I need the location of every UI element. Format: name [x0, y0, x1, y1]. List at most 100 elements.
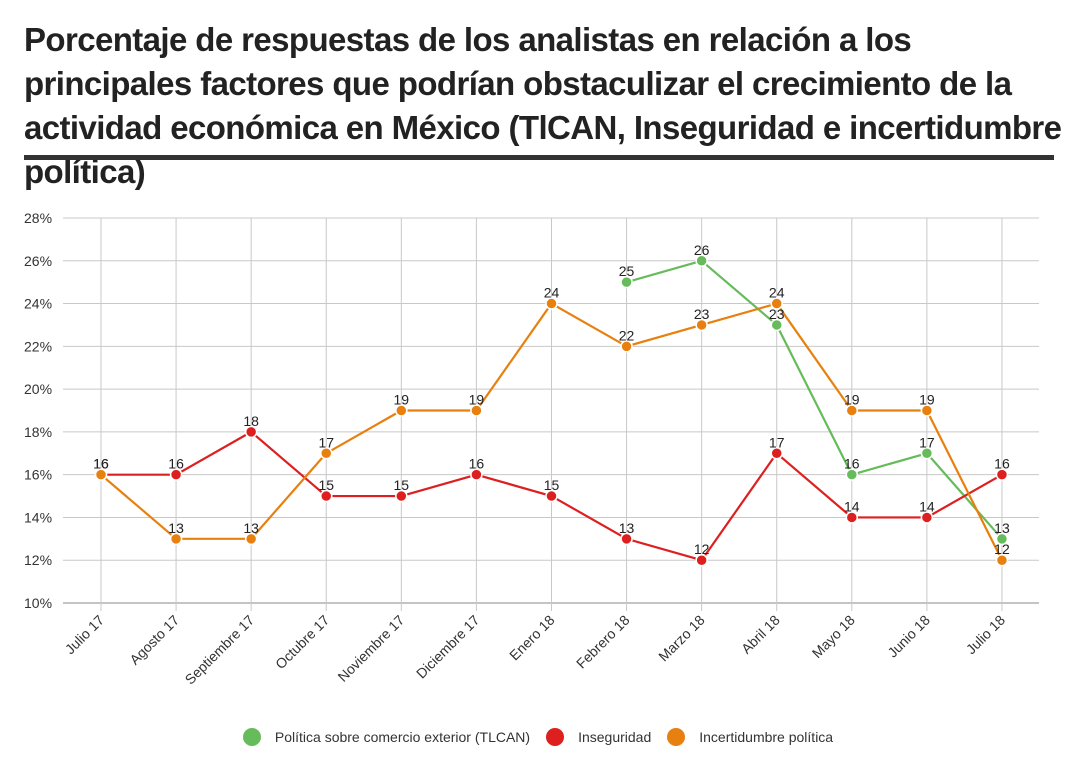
- legend-item-incertidumbre: Incertidumbre política: [667, 728, 833, 746]
- data-label-incertidumbre: 17: [318, 434, 334, 450]
- data-point-tlcan: [845, 468, 859, 481]
- data-point-inseguridad: [545, 489, 558, 503]
- data-point-tlcan: [995, 532, 1009, 546]
- x-tick-label: Julio 18: [963, 612, 1009, 658]
- data-label-incertidumbre: 24: [544, 285, 560, 301]
- legend-label: Incertidumbre política: [699, 729, 834, 745]
- data-label-tlcan: 13: [994, 520, 1010, 536]
- data-label-inseguridad: 12: [694, 541, 710, 557]
- data-point-tlcan: [920, 447, 934, 460]
- legend-swatch: [667, 728, 686, 746]
- x-tick-label: Marzo 18: [655, 612, 708, 665]
- data-point-incertidumbre: [995, 553, 1009, 567]
- data-label-inseguridad: 14: [919, 498, 935, 514]
- data-label-inseguridad: 16: [469, 456, 485, 472]
- data-point-inseguridad: [620, 532, 633, 546]
- title-underline: [24, 155, 1054, 160]
- data-point-inseguridad: [995, 468, 1009, 481]
- data-label-inseguridad: 16: [994, 456, 1010, 472]
- x-tick-label: Julio 17: [62, 612, 108, 658]
- data-point-inseguridad: [770, 447, 783, 460]
- data-label-inseguridad: 18: [243, 413, 259, 429]
- data-point-incertidumbre: [920, 404, 934, 417]
- legend-swatch: [242, 728, 261, 746]
- legend-label: Política sobre comercio exterior (TLCAN): [274, 729, 531, 745]
- legend: Política sobre comercio exterior (TLCAN)…: [0, 728, 1076, 746]
- data-label-inseguridad: 17: [769, 434, 785, 450]
- data-point-incertidumbre: [695, 318, 708, 332]
- grid-lines: [63, 217, 1039, 611]
- series-line-tlcan: [626, 259, 1003, 540]
- data-point-incertidumbre: [545, 297, 558, 310]
- data-point-tlcan: [770, 318, 783, 332]
- x-tick-label: Abril 18: [738, 612, 783, 657]
- data-label-tlcan: 17: [919, 434, 935, 450]
- data-label-incertidumbre: 13: [243, 520, 259, 536]
- data-point-inseguridad: [845, 511, 859, 524]
- x-tick-label: Octubre 17: [272, 612, 332, 672]
- data-point-inseguridad: [169, 468, 183, 481]
- data-label-incertidumbre: 19: [469, 392, 485, 408]
- data-label-incertidumbre: 24: [769, 285, 785, 301]
- data-label-tlcan: 25: [619, 263, 635, 279]
- x-tick-label: Junio 18: [884, 612, 933, 661]
- y-tick-label: 16%: [24, 467, 52, 483]
- data-point-incertidumbre: [169, 532, 183, 546]
- data-label-inseguridad: 15: [394, 477, 410, 493]
- data-label-incertidumbre: 16: [93, 456, 109, 472]
- data-point-inseguridad: [395, 489, 408, 503]
- y-tick-label: 18%: [24, 424, 52, 440]
- x-tick-label: Septiembre 17: [182, 612, 258, 688]
- y-tick-label: 14%: [24, 509, 52, 525]
- data-label-inseguridad: 16: [168, 456, 184, 472]
- data-point-incertidumbre: [244, 532, 258, 546]
- data-label-tlcan: 23: [769, 306, 785, 322]
- data-point-inseguridad: [319, 489, 333, 503]
- x-axis-ticks: Julio 17 Agosto 17 Septiembre 17 Octubre 17…: [62, 612, 1009, 688]
- data-point-incertidumbre: [470, 404, 483, 417]
- data-point-inseguridad: [470, 468, 483, 481]
- y-axis-ticks: 10% 12% 14% 16% 18% 20% 22% 24% 26% 28%: [24, 210, 52, 611]
- y-tick-label: 20%: [24, 381, 52, 397]
- series-points: [94, 254, 1009, 567]
- data-label-inseguridad: 14: [844, 498, 860, 514]
- data-point-tlcan: [695, 254, 708, 268]
- data-point-incertidumbre: [319, 447, 333, 460]
- y-tick-label: 26%: [24, 253, 52, 269]
- data-point-incertidumbre: [94, 468, 108, 481]
- data-label-incertidumbre: 12: [994, 541, 1010, 557]
- x-tick-label: Agosto 17: [126, 612, 182, 668]
- data-point-incertidumbre: [395, 404, 408, 417]
- legend-item-inseguridad: Inseguridad: [546, 728, 651, 746]
- data-point-inseguridad: [695, 553, 708, 567]
- data-label-incertidumbre: 19: [919, 392, 935, 408]
- data-label-incertidumbre: 19: [394, 392, 410, 408]
- data-point-incertidumbre: [770, 297, 783, 310]
- data-label-inseguridad: 13: [619, 520, 635, 536]
- x-tick-label: Diciembre 17: [413, 612, 483, 682]
- data-label-tlcan: 16: [844, 456, 860, 472]
- data-label-incertidumbre: 13: [168, 520, 184, 536]
- data-label-inseguridad: 16: [93, 456, 109, 472]
- data-point-inseguridad: [244, 425, 258, 439]
- data-label-incertidumbre: 23: [694, 306, 710, 322]
- y-tick-label: 28%: [24, 210, 52, 226]
- x-tick-label: Febrero 18: [573, 612, 633, 672]
- data-label-inseguridad: 15: [318, 477, 334, 493]
- data-point-inseguridad: [920, 511, 934, 524]
- data-point-incertidumbre: [620, 340, 633, 353]
- data-label-inseguridad: 15: [544, 477, 560, 493]
- x-tick-label: Noviembre 17: [334, 612, 407, 685]
- legend-swatch: [546, 728, 565, 746]
- y-tick-label: 22%: [24, 338, 52, 354]
- y-tick-label: 10%: [24, 595, 52, 611]
- x-tick-label: Enero 18: [506, 612, 558, 664]
- data-label-incertidumbre: 19: [844, 392, 860, 408]
- x-tick-label: Mayo 18: [809, 612, 858, 661]
- data-label-incertidumbre: 22: [619, 327, 635, 343]
- y-tick-label: 24%: [24, 296, 52, 312]
- data-label-tlcan: 26: [694, 242, 710, 258]
- legend-label: Inseguridad: [578, 729, 652, 745]
- data-point-incertidumbre: [845, 404, 859, 417]
